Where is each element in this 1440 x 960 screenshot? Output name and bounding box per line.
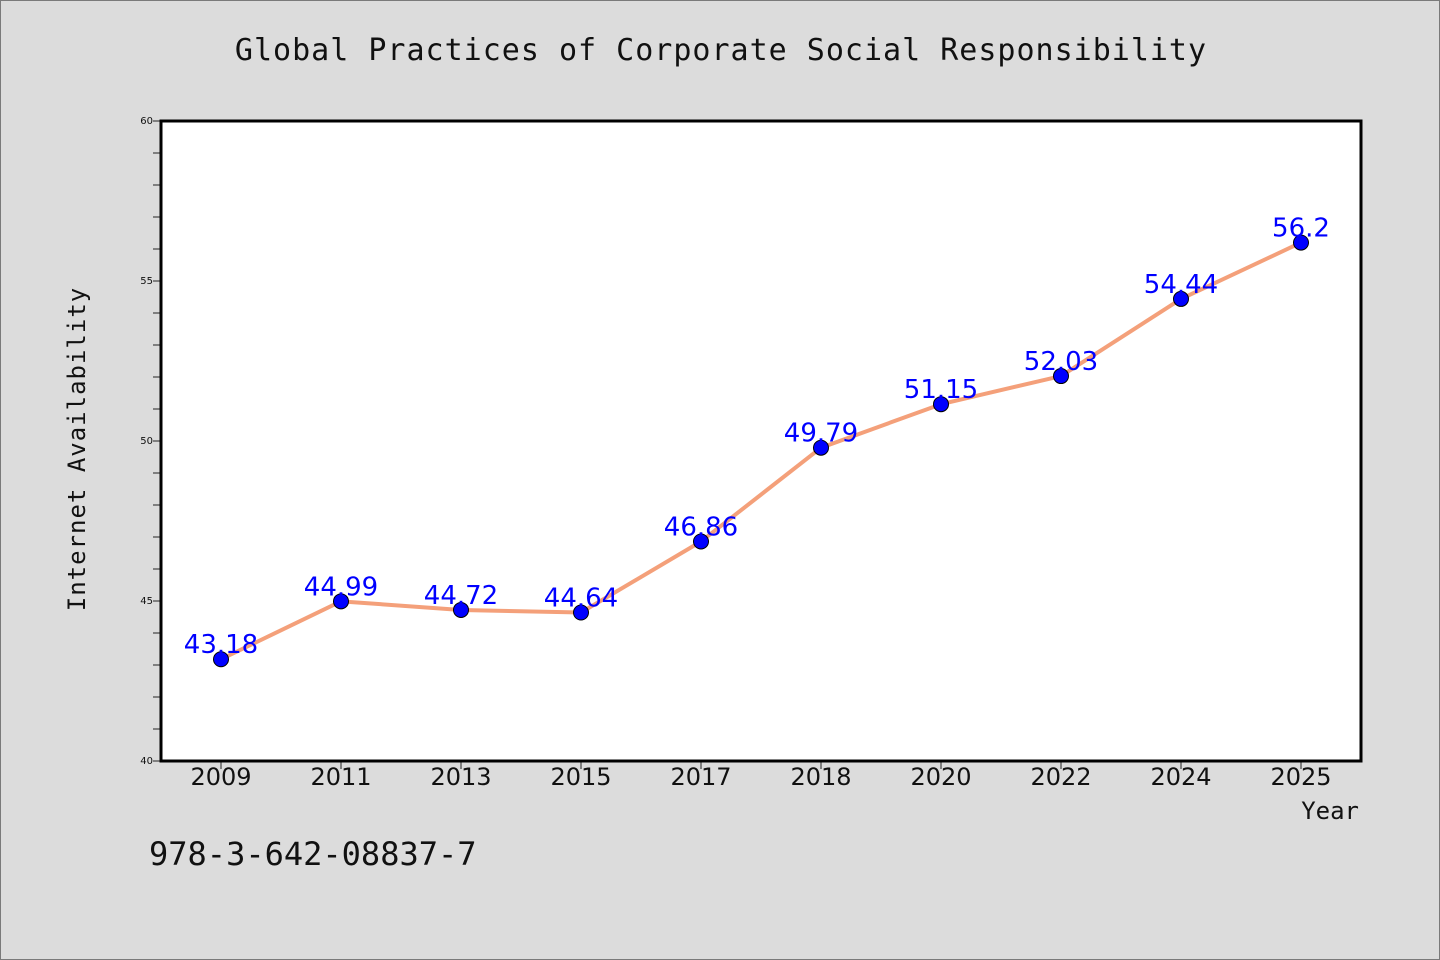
x-axis-label: Year	[1301, 797, 1359, 825]
y-tick-label: 45	[140, 596, 153, 607]
data-point	[573, 604, 589, 621]
x-tick-label: 2017	[670, 763, 731, 791]
plot-frame	[159, 119, 1363, 763]
data-label: 44.72	[424, 581, 498, 611]
y-tick-label: 50	[140, 436, 153, 447]
y-tick-label: 40	[140, 756, 153, 767]
x-tick-label: 2015	[550, 763, 611, 791]
x-tick-label: 2025	[1270, 763, 1331, 791]
x-tick-label: 2011	[310, 763, 371, 791]
data-label: 56.2	[1272, 214, 1330, 244]
chart-title: Global Practices of Corporate Social Res…	[234, 33, 1208, 68]
x-tick-label: 2018	[790, 763, 851, 791]
data-point	[813, 439, 829, 456]
data-point	[693, 533, 709, 550]
data-label: 44.99	[304, 572, 378, 602]
data-point	[933, 396, 949, 413]
data-point	[453, 601, 469, 618]
x-tick-label: 2022	[1030, 763, 1091, 791]
data-label: 54.44	[1144, 270, 1218, 300]
x-tick-label: 2013	[430, 763, 491, 791]
data-point	[333, 593, 349, 610]
data-point	[1053, 368, 1069, 385]
x-tick-label: 2009	[190, 763, 251, 791]
x-tick-label: 2020	[910, 763, 971, 791]
data-label: 46.86	[664, 512, 738, 542]
series-line	[220, 240, 1302, 662]
plot-area	[161, 121, 1361, 761]
isbn-text: 978-3-642-08837-7	[149, 835, 477, 873]
data-label: 44.64	[544, 584, 618, 614]
y-tick-label: 60	[140, 116, 153, 127]
data-label: 51.15	[904, 375, 978, 405]
data-point	[1293, 234, 1309, 251]
y-tick-label: 55	[140, 276, 153, 287]
data-point	[213, 651, 229, 668]
x-tick-label: 2024	[1150, 763, 1211, 791]
data-label: 49.79	[784, 419, 858, 449]
data-label: 52.03	[1024, 347, 1098, 377]
data-point	[1173, 290, 1189, 307]
data-label: 43.18	[184, 630, 258, 660]
